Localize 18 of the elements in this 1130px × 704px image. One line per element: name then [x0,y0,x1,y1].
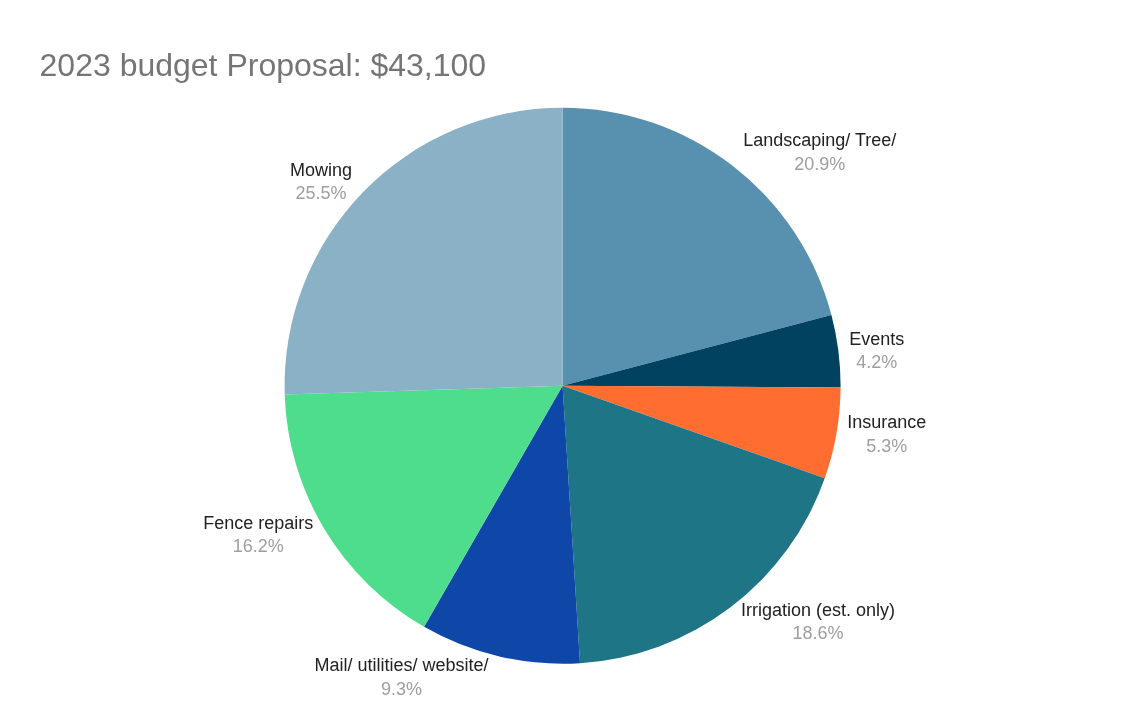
pie-slice [284,107,563,395]
data-label: 16.2% [232,536,284,557]
chart-title: 2023 budget Proposal: $43,100 [39,46,487,83]
data-label: 4.2% [856,352,898,373]
data-label: 5.3% [866,435,908,456]
data-label: 25.5% [295,183,347,204]
pie-slice [562,385,841,479]
pie-slice [562,314,841,388]
data-label: 20.9% [794,153,846,174]
slice-label: Events [849,328,905,349]
slice-label: Insurance [847,412,927,433]
slice-label: Landscaping/ Tree/ [743,130,897,151]
data-label: 9.3% [380,678,423,699]
slice-label: Irrigation (est. only) [741,599,896,620]
slice-label: Mail/ utilities/ website/ [314,655,489,676]
slice-label: Fence repairs [203,512,314,533]
data-label: 18.6% [792,623,844,644]
slice-label: Mowing [290,160,353,181]
